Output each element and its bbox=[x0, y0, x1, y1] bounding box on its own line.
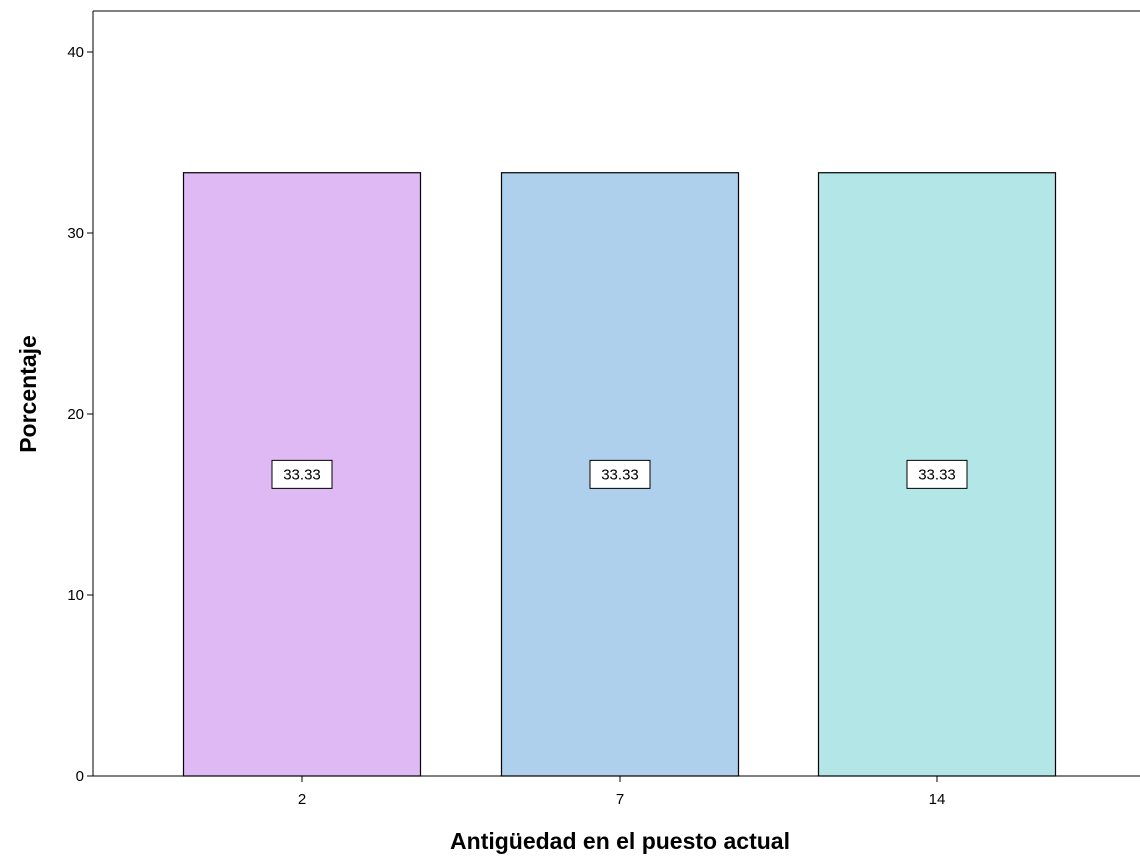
y-tick-label: 10 bbox=[67, 587, 84, 604]
y-tick-label: 20 bbox=[67, 406, 84, 423]
y-tick-label: 30 bbox=[67, 225, 84, 242]
data-label: 33.33 bbox=[918, 466, 956, 483]
y-tick-label: 40 bbox=[67, 44, 84, 61]
x-tick-label: 2 bbox=[298, 791, 306, 808]
data-label-box bbox=[271, 459, 333, 489]
data-label: 33.33 bbox=[283, 466, 321, 483]
x-axis-title: Antigüedad en el puesto actual bbox=[450, 828, 790, 854]
data-label-box bbox=[589, 459, 651, 489]
x-tick-label: 14 bbox=[929, 791, 946, 808]
x-tick-label: 7 bbox=[616, 791, 624, 808]
y-tick-label: 0 bbox=[76, 768, 84, 785]
data-label-box bbox=[906, 459, 968, 489]
data-label: 33.33 bbox=[601, 466, 639, 483]
y-axis-ticks: 0 10 20 30 40 bbox=[67, 44, 93, 785]
y-axis-title: Porcentaje bbox=[15, 335, 41, 453]
data-labels-group: 33.33 33.33 33.33 bbox=[271, 459, 968, 489]
x-axis-ticks: 2 7 14 bbox=[298, 776, 946, 808]
